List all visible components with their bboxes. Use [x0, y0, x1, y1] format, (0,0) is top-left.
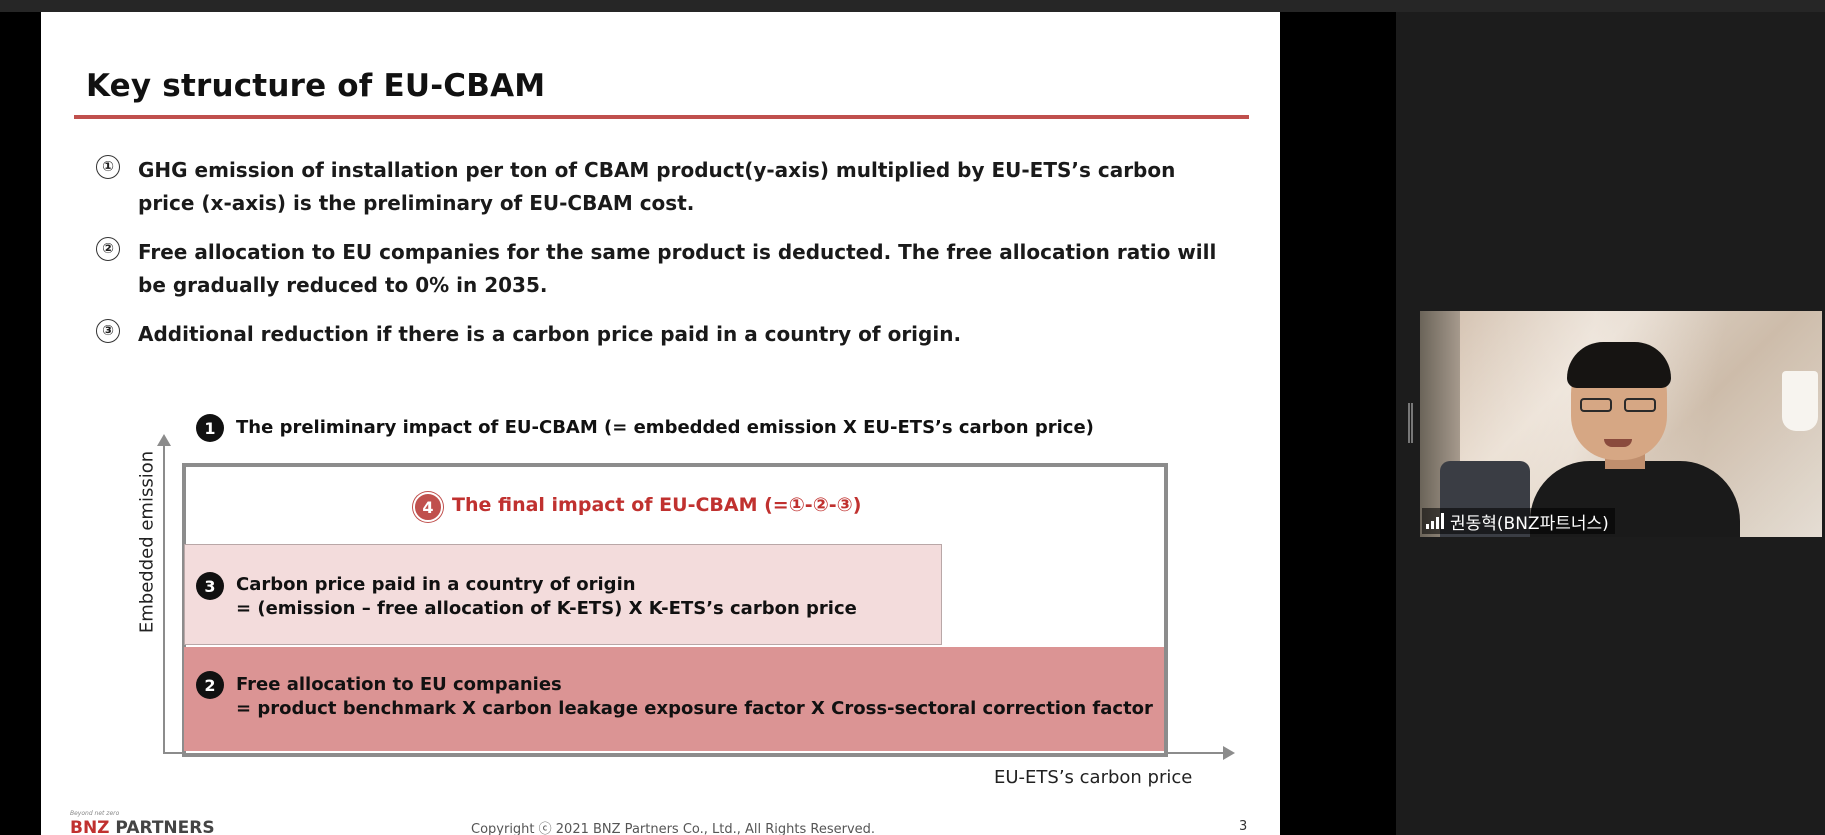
logo-partners: PARTNERS: [109, 818, 215, 835]
point-text: Free allocation to EU companies for the …: [138, 240, 1217, 297]
participant-hair: [1567, 342, 1671, 388]
badge-2: 2: [196, 671, 224, 699]
point-text: GHG emission of installation per ton of …: [138, 158, 1176, 215]
free-allocation-title: Free allocation to EU companies: [236, 674, 562, 695]
participant-name: 권동혁(BNZ파트너스): [1450, 513, 1609, 534]
badge-4: 4: [413, 492, 443, 522]
signal-bars-icon: [1426, 513, 1444, 529]
point-text: Additional reduction if there is a carbo…: [138, 322, 962, 346]
y-axis-line: [163, 444, 165, 753]
x-axis-label: EU-ETS’s carbon price: [994, 767, 1193, 788]
free-allocation-formula: = product benchmark X carbon leakage exp…: [236, 698, 1153, 719]
participant-mouth: [1604, 439, 1632, 447]
point-number: ③: [96, 319, 120, 343]
origin-carbon-price-title: Carbon price paid in a country of origin: [236, 574, 636, 595]
participant-video-tile[interactable]: 권동혁(BNZ파트너스): [1420, 311, 1822, 537]
origin-carbon-price-formula: = (emission – free allocation of K-ETS) …: [236, 598, 857, 619]
logo-tagline: Beyond net zero: [70, 810, 120, 817]
slide-title: Key structure of EU-CBAM: [86, 68, 546, 104]
participant-glasses: [1580, 398, 1658, 414]
y-axis-label: Embedded emission: [136, 450, 158, 634]
page-number: 3: [1239, 819, 1248, 834]
preliminary-impact-label: The preliminary impact of EU-CBAM (= emb…: [236, 417, 1094, 438]
point-number: ①: [96, 155, 120, 179]
participant-name-bar: 권동혁(BNZ파트너스): [1422, 508, 1615, 534]
x-axis-arrow-icon: [1223, 746, 1235, 760]
badge-3: 3: [196, 572, 224, 600]
badge-1: 1: [196, 414, 224, 442]
title-underline: [74, 115, 1249, 119]
origin-carbon-price-box: [184, 544, 942, 645]
panel-resize-handle[interactable]: [1408, 403, 1413, 443]
top-toolbar: [0, 0, 1825, 12]
free-allocation-box: [184, 647, 1164, 751]
cbam-structure-diagram: Embedded emission EU-ETS’s carbon price …: [41, 12, 1280, 835]
company-logo: BNZ PARTNERS: [70, 818, 215, 835]
video-background-lamp: [1782, 371, 1818, 431]
copyright-text: Copyright ⓒ 2021 BNZ Partners Co., Ltd.,…: [471, 822, 876, 835]
logo-bnz: BNZ: [70, 818, 110, 835]
final-impact-label: The final impact of EU-CBAM (=①-②-③): [452, 494, 862, 516]
point-number: ②: [96, 237, 120, 261]
presentation-slide: Key structure of EU-CBAM ① GHG emission …: [41, 12, 1280, 835]
y-axis-arrow-icon: [157, 434, 171, 446]
